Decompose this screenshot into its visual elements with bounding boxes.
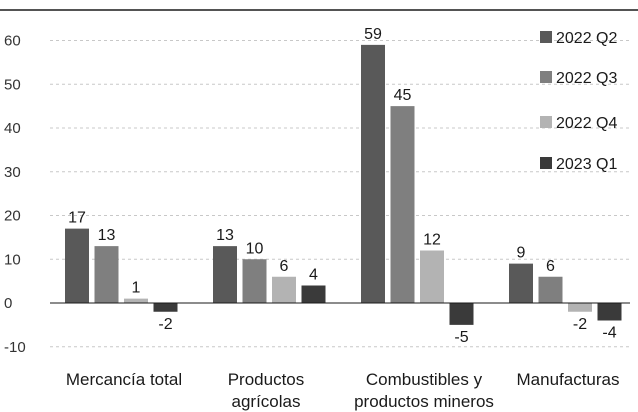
bar	[153, 303, 178, 312]
bar	[509, 263, 533, 303]
legend-swatch	[540, 31, 552, 43]
y-tick-label: 0	[4, 295, 12, 312]
data-label: -5	[454, 329, 468, 346]
data-label: -4	[602, 325, 616, 342]
category-label: Manufacturas	[517, 370, 620, 389]
data-label: 10	[246, 240, 264, 257]
legend-swatch	[540, 157, 552, 169]
data-label: 6	[280, 258, 289, 275]
y-tick-label: 40	[4, 120, 21, 137]
y-axis-ticks: -10 0 10 20 30 40 50 60	[4, 33, 26, 356]
legend-label: 2022 Q3	[556, 70, 617, 87]
legend-label: 2022 Q2	[556, 30, 617, 47]
legend-label: 2023 Q1	[556, 156, 617, 173]
bar	[361, 44, 385, 303]
data-label: 59	[364, 26, 382, 43]
bar	[420, 250, 444, 303]
data-label: 13	[98, 227, 116, 244]
data-label: 1	[132, 280, 141, 297]
gridlines	[50, 40, 630, 348]
legend-item: 2022 Q3	[540, 70, 617, 87]
category-label: Combustibles y productos mineros	[354, 370, 494, 411]
category-labels: Mercancía total Productos agrícolas Combust…	[66, 370, 620, 411]
bar	[568, 303, 592, 312]
data-label: -2	[158, 316, 172, 333]
data-labels: 17 13 59 9 13 10 45 6 1 6 12 -2 -2 4 -5 -4	[68, 26, 617, 346]
y-tick-label: 30	[4, 164, 21, 181]
bar	[124, 298, 148, 303]
bar	[272, 276, 296, 303]
legend-item: 2022 Q2	[540, 30, 617, 47]
legend: 2022 Q2 2022 Q3 2022 Q4 2023 Q1	[540, 30, 617, 173]
y-tick-label: -10	[4, 339, 26, 356]
legend-swatch	[540, 116, 552, 128]
category-label: Productos agrícolas	[228, 370, 305, 411]
data-label: 4	[309, 267, 318, 284]
bar	[538, 276, 563, 303]
bars	[65, 44, 622, 325]
y-tick-label: 10	[4, 251, 21, 268]
data-label: 6	[546, 258, 555, 275]
legend-swatch	[540, 71, 552, 83]
data-label: 17	[68, 210, 86, 227]
bar	[301, 285, 326, 303]
data-label: 45	[394, 87, 412, 104]
bar	[449, 303, 474, 325]
legend-item: 2023 Q1	[540, 156, 617, 173]
data-label: -2	[573, 316, 587, 333]
data-label: 12	[423, 232, 441, 249]
bar	[597, 303, 622, 321]
bar	[94, 246, 119, 303]
legend-label: 2022 Q4	[556, 115, 617, 132]
legend-item: 2022 Q4	[540, 115, 617, 132]
data-label: 13	[216, 227, 234, 244]
y-tick-label: 60	[4, 33, 21, 50]
y-tick-label: 50	[4, 76, 21, 93]
bar	[65, 228, 89, 303]
bar	[390, 106, 415, 303]
bar	[213, 246, 237, 303]
category-label: Mercancía total	[66, 370, 182, 389]
bar	[242, 259, 267, 303]
data-label: 9	[517, 245, 526, 262]
y-tick-label: 20	[4, 208, 21, 225]
